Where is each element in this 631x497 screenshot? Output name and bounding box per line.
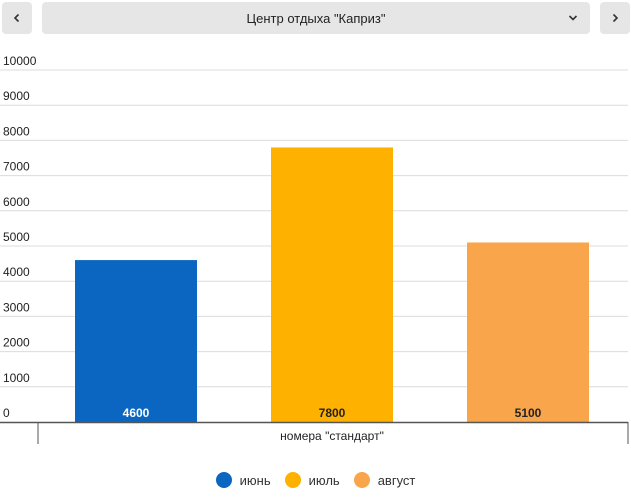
prev-button[interactable]: [2, 2, 32, 34]
chart-legend: июнь июль август: [0, 470, 631, 490]
y-tick-label: 9000: [3, 89, 30, 103]
bar: [75, 260, 197, 422]
bar-chart: 0 1000 2000 3000 4000 5000 6000 7000 8000 9000 100…: [0, 54, 629, 444]
location-select[interactable]: Центр отдыха "Каприз": [42, 2, 590, 34]
location-select-label: Центр отдыха "Каприз": [246, 10, 386, 26]
y-tick-label: 2000: [3, 336, 30, 350]
next-button[interactable]: [600, 2, 630, 34]
legend-swatch: [353, 472, 370, 488]
legend-item[interactable]: июнь: [215, 472, 271, 488]
legend-label: июль: [308, 472, 340, 488]
data-label: 5100: [515, 406, 542, 420]
y-tick-label: 1000: [3, 371, 30, 385]
y-tick-label: 0: [3, 406, 10, 420]
legend-item[interactable]: август: [353, 472, 416, 488]
y-tick-label: 5000: [3, 230, 30, 244]
y-tick-label: 7000: [3, 160, 30, 174]
legend-label: июнь: [239, 472, 271, 488]
y-tick-label: 6000: [3, 195, 30, 209]
y-tick-label: 4000: [3, 265, 30, 279]
data-label: 4600: [123, 406, 150, 420]
legend-item[interactable]: июль: [284, 472, 340, 488]
y-tick-label: 3000: [3, 300, 30, 314]
legend-swatch: [215, 472, 232, 488]
chevron-left-icon: [13, 13, 20, 23]
legend-swatch: [284, 472, 301, 488]
chevron-down-icon: [568, 15, 578, 21]
x-tick-label: номера "стандарт": [280, 429, 384, 443]
chevron-right-icon: [612, 13, 619, 23]
y-tick-label: 8000: [3, 124, 30, 138]
bar: [467, 242, 589, 422]
y-tick-label: 10000: [3, 54, 37, 68]
legend-label: август: [377, 472, 416, 488]
data-label: 7800: [319, 406, 346, 420]
bar: [271, 147, 393, 422]
